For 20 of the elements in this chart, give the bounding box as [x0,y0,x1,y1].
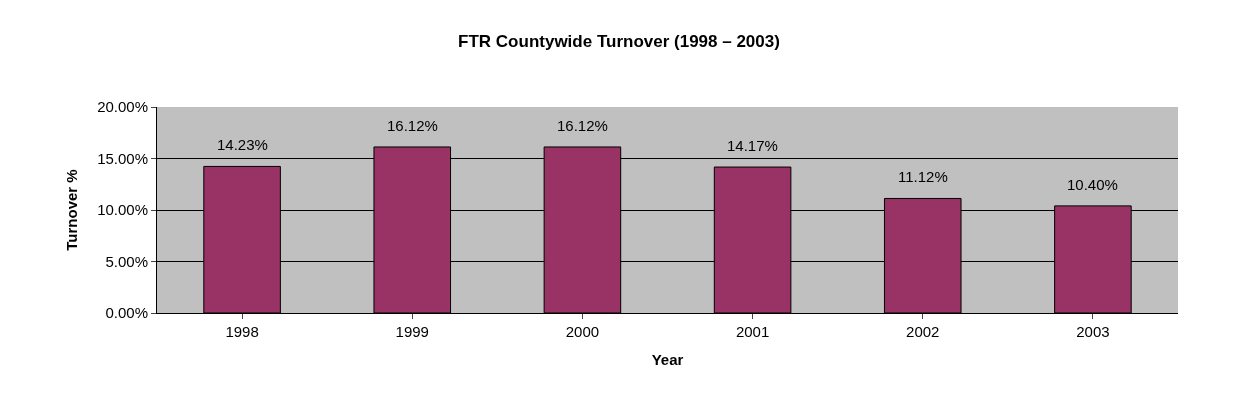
data-label: 16.12% [557,117,608,134]
y-tick-label: 5.00% [105,252,148,270]
data-label: 14.23% [217,136,268,153]
data-label: 14.17% [727,137,778,154]
chart-title: FTR Countywide Turnover (1998 – 2003) [458,32,780,52]
x-tick-label: 2000 [565,323,600,340]
x-axis-title: Year [651,351,684,368]
x-tick-label: 1998 [225,323,259,340]
x-tick-label: 2002 [906,323,940,340]
x-tick-label: 1999 [395,323,429,340]
y-tick-label: 20.00% [97,98,148,116]
data-label: 10.40% [1067,176,1118,193]
y-axis-title: Turnover % [63,169,81,251]
y-tick-label: 10.00% [97,201,148,219]
data-label: 11.12% [898,168,948,185]
x-tick-label: 2003 [1076,323,1110,340]
data-label: 16.12% [387,117,438,134]
y-tick-label: 0.00% [105,304,148,322]
x-tick-label: 2001 [735,323,770,340]
y-tick-label: 15.00% [97,149,148,167]
